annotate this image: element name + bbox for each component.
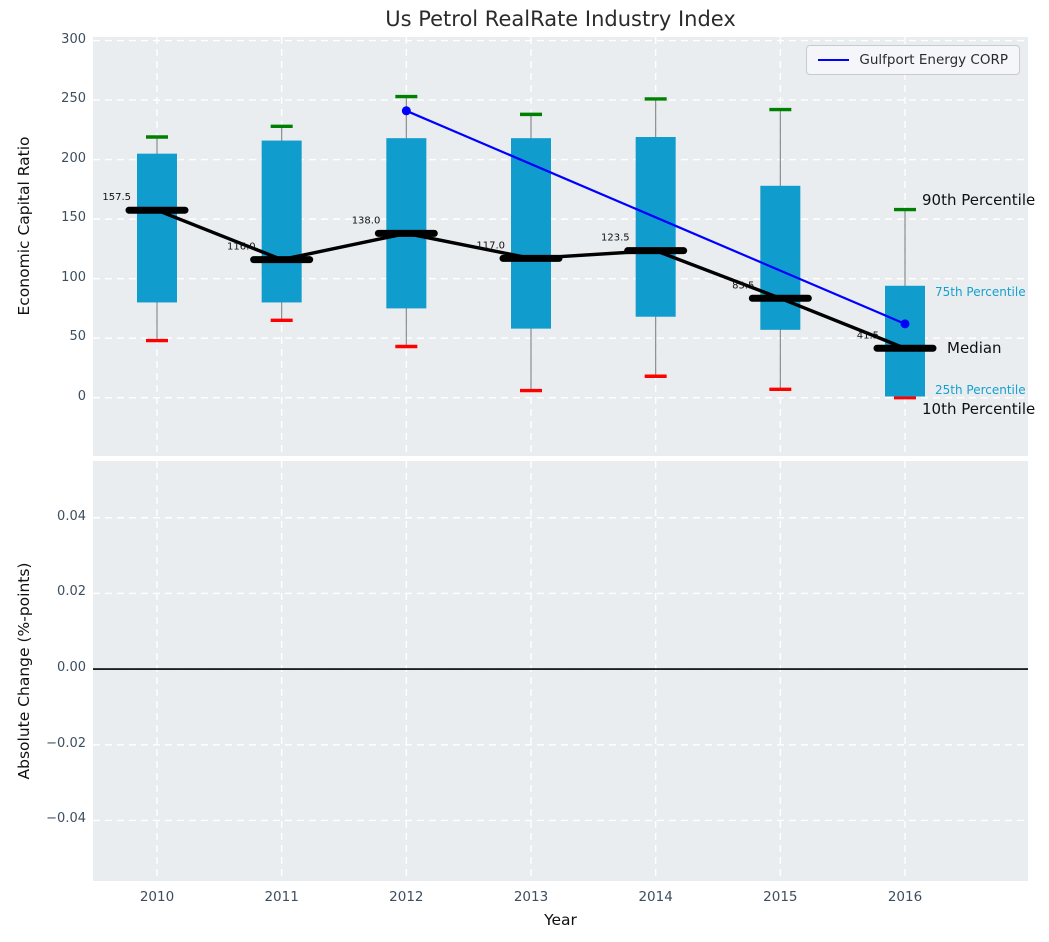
legend: Gulfport Energy CORP xyxy=(806,45,1020,75)
median-value-label: 157.5 xyxy=(102,192,131,203)
median-value-label: 116.0 xyxy=(227,242,256,253)
box-2013 xyxy=(511,112,551,393)
bottom-y-tick-label: 0.04 xyxy=(57,508,86,524)
x-tick-label: 2011 xyxy=(264,889,299,905)
box-2011 xyxy=(261,124,302,323)
box-2012 xyxy=(386,94,427,349)
box-2010 xyxy=(137,135,177,343)
box-2014 xyxy=(635,97,676,378)
x-axis-label: Year xyxy=(544,911,577,929)
x-tick-label: 2012 xyxy=(389,889,424,905)
top-y-tick-label: 300 xyxy=(61,31,86,47)
annotation-10th-percentile: 10th Percentile xyxy=(922,399,1036,418)
iqr-box xyxy=(760,185,801,330)
box-2016 xyxy=(885,207,925,400)
x-tick-label: 2010 xyxy=(139,889,175,905)
median-value-label: 123.5 xyxy=(601,233,630,244)
iqr-box xyxy=(137,153,177,303)
iqr-box xyxy=(261,140,302,303)
annotation-90th-percentile: 90th Percentile xyxy=(922,190,1036,209)
legend-label: Gulfport Energy CORP xyxy=(859,52,1008,68)
top-y-tick-label: 200 xyxy=(61,150,86,166)
x-tick-label: 2013 xyxy=(513,889,549,905)
iqr-box xyxy=(386,138,427,309)
top-y-axis-label: Economic Capital Ratio xyxy=(15,136,33,316)
chart-title: Us Petrol RealRate Industry Index xyxy=(385,7,736,31)
x-tick-label: 2014 xyxy=(638,889,673,905)
x-tick-label: 2016 xyxy=(887,889,923,905)
iqr-box xyxy=(635,136,676,317)
median-value-label: 83.5 xyxy=(732,280,754,291)
box-2015 xyxy=(760,107,801,392)
median-value-label: 41.5 xyxy=(857,330,879,341)
top-axes: 157.5 116.0 138.0 117.0 123.5 83.5 41.5 Gulfpo… xyxy=(93,37,1035,456)
median-value-label: 138.0 xyxy=(352,215,381,226)
annotation-25th-percentile: 25th Percentile xyxy=(935,383,1026,398)
annotation-75th-percentile: 75th Percentile xyxy=(935,284,1026,299)
overlay-line xyxy=(405,109,906,325)
bottom-y-axis-label: Absolute Change (%-points) xyxy=(15,562,33,780)
overlay-point xyxy=(401,106,411,116)
legend-line-sample xyxy=(818,59,850,61)
iqr-box xyxy=(511,138,551,329)
top-y-tick-label: 100 xyxy=(61,269,86,285)
top-plot-canvas: 157.5 116.0 138.0 117.0 123.5 83.5 41.5 xyxy=(93,37,1028,456)
top-y-tick-label: 50 xyxy=(69,329,86,345)
bottom-y-tick-label: 0.00 xyxy=(57,660,86,676)
bottom-plot-canvas xyxy=(93,461,1028,881)
x-tick-label: 2015 xyxy=(763,889,798,905)
bottom-y-tick-label: 0.02 xyxy=(57,584,86,600)
top-y-tick-label: 150 xyxy=(61,210,86,226)
bottom-axes xyxy=(93,461,1028,881)
bottom-y-tick-label: −0.04 xyxy=(46,811,86,827)
top-y-tick-label: 250 xyxy=(61,91,86,107)
median-value-label: 117.0 xyxy=(476,240,505,251)
bottom-y-tick-label: −0.02 xyxy=(46,735,86,751)
top-y-tick-label: 0 xyxy=(77,388,86,404)
annotation-median: Median xyxy=(947,338,1002,357)
overlay-point xyxy=(900,319,910,329)
